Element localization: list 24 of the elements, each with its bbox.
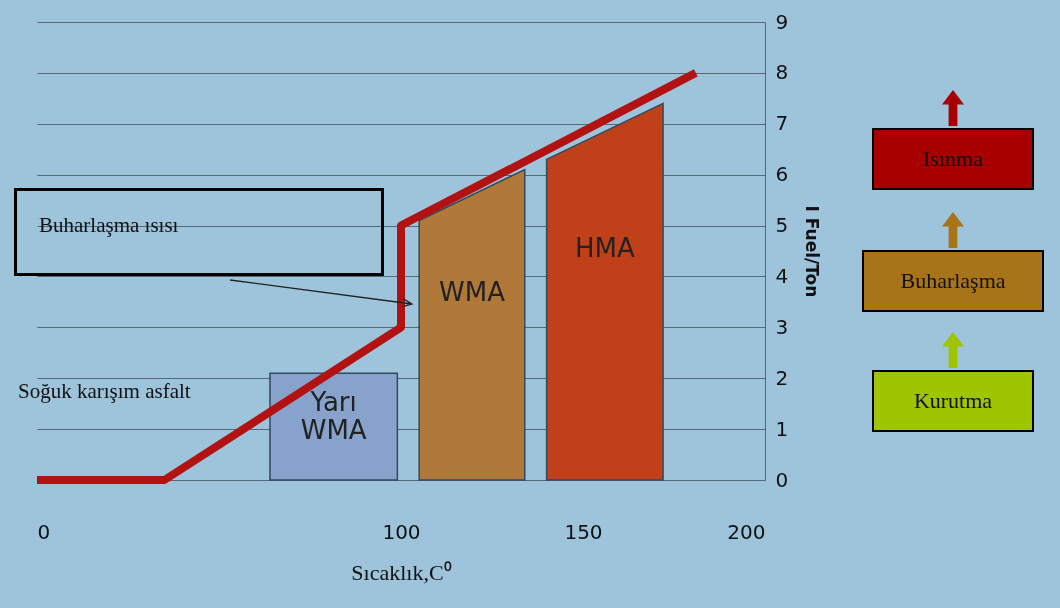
y-tick-label: 1 [775, 416, 789, 441]
y-axis-title: I Fuel/Ton [802, 205, 823, 298]
y-tick-label: 4 [775, 263, 789, 288]
y-tick-label: 5 [775, 213, 789, 238]
text: Kurutma [872, 370, 1034, 432]
y-tick-label: 3 [775, 314, 789, 339]
x-tick-label: 150 [564, 519, 603, 544]
y-tick-label: 0 [775, 467, 789, 492]
series-label: WMA [439, 277, 506, 308]
y-tick-label: 9 [775, 9, 789, 34]
x-tick-label: 0 [37, 519, 51, 544]
series-label: Yarı WMA [300, 387, 367, 446]
x-tick-label: 100 [382, 519, 421, 544]
x-axis-title: Sıcaklık,C⁰ [351, 559, 452, 585]
text: Buharlaşma [862, 250, 1044, 312]
annotation: Soğuk karışım asfalt [18, 378, 192, 405]
y-tick-label: 2 [775, 365, 789, 390]
y-tick-label: 7 [775, 111, 789, 136]
text: Isınma [872, 128, 1034, 190]
y-tick-label: 6 [775, 162, 789, 187]
y-tick-label: 8 [775, 60, 789, 85]
x-tick-label: 200 [727, 519, 766, 544]
series-label: HMA [574, 233, 635, 264]
annotation: Buharlaşma ısısı [14, 188, 384, 276]
